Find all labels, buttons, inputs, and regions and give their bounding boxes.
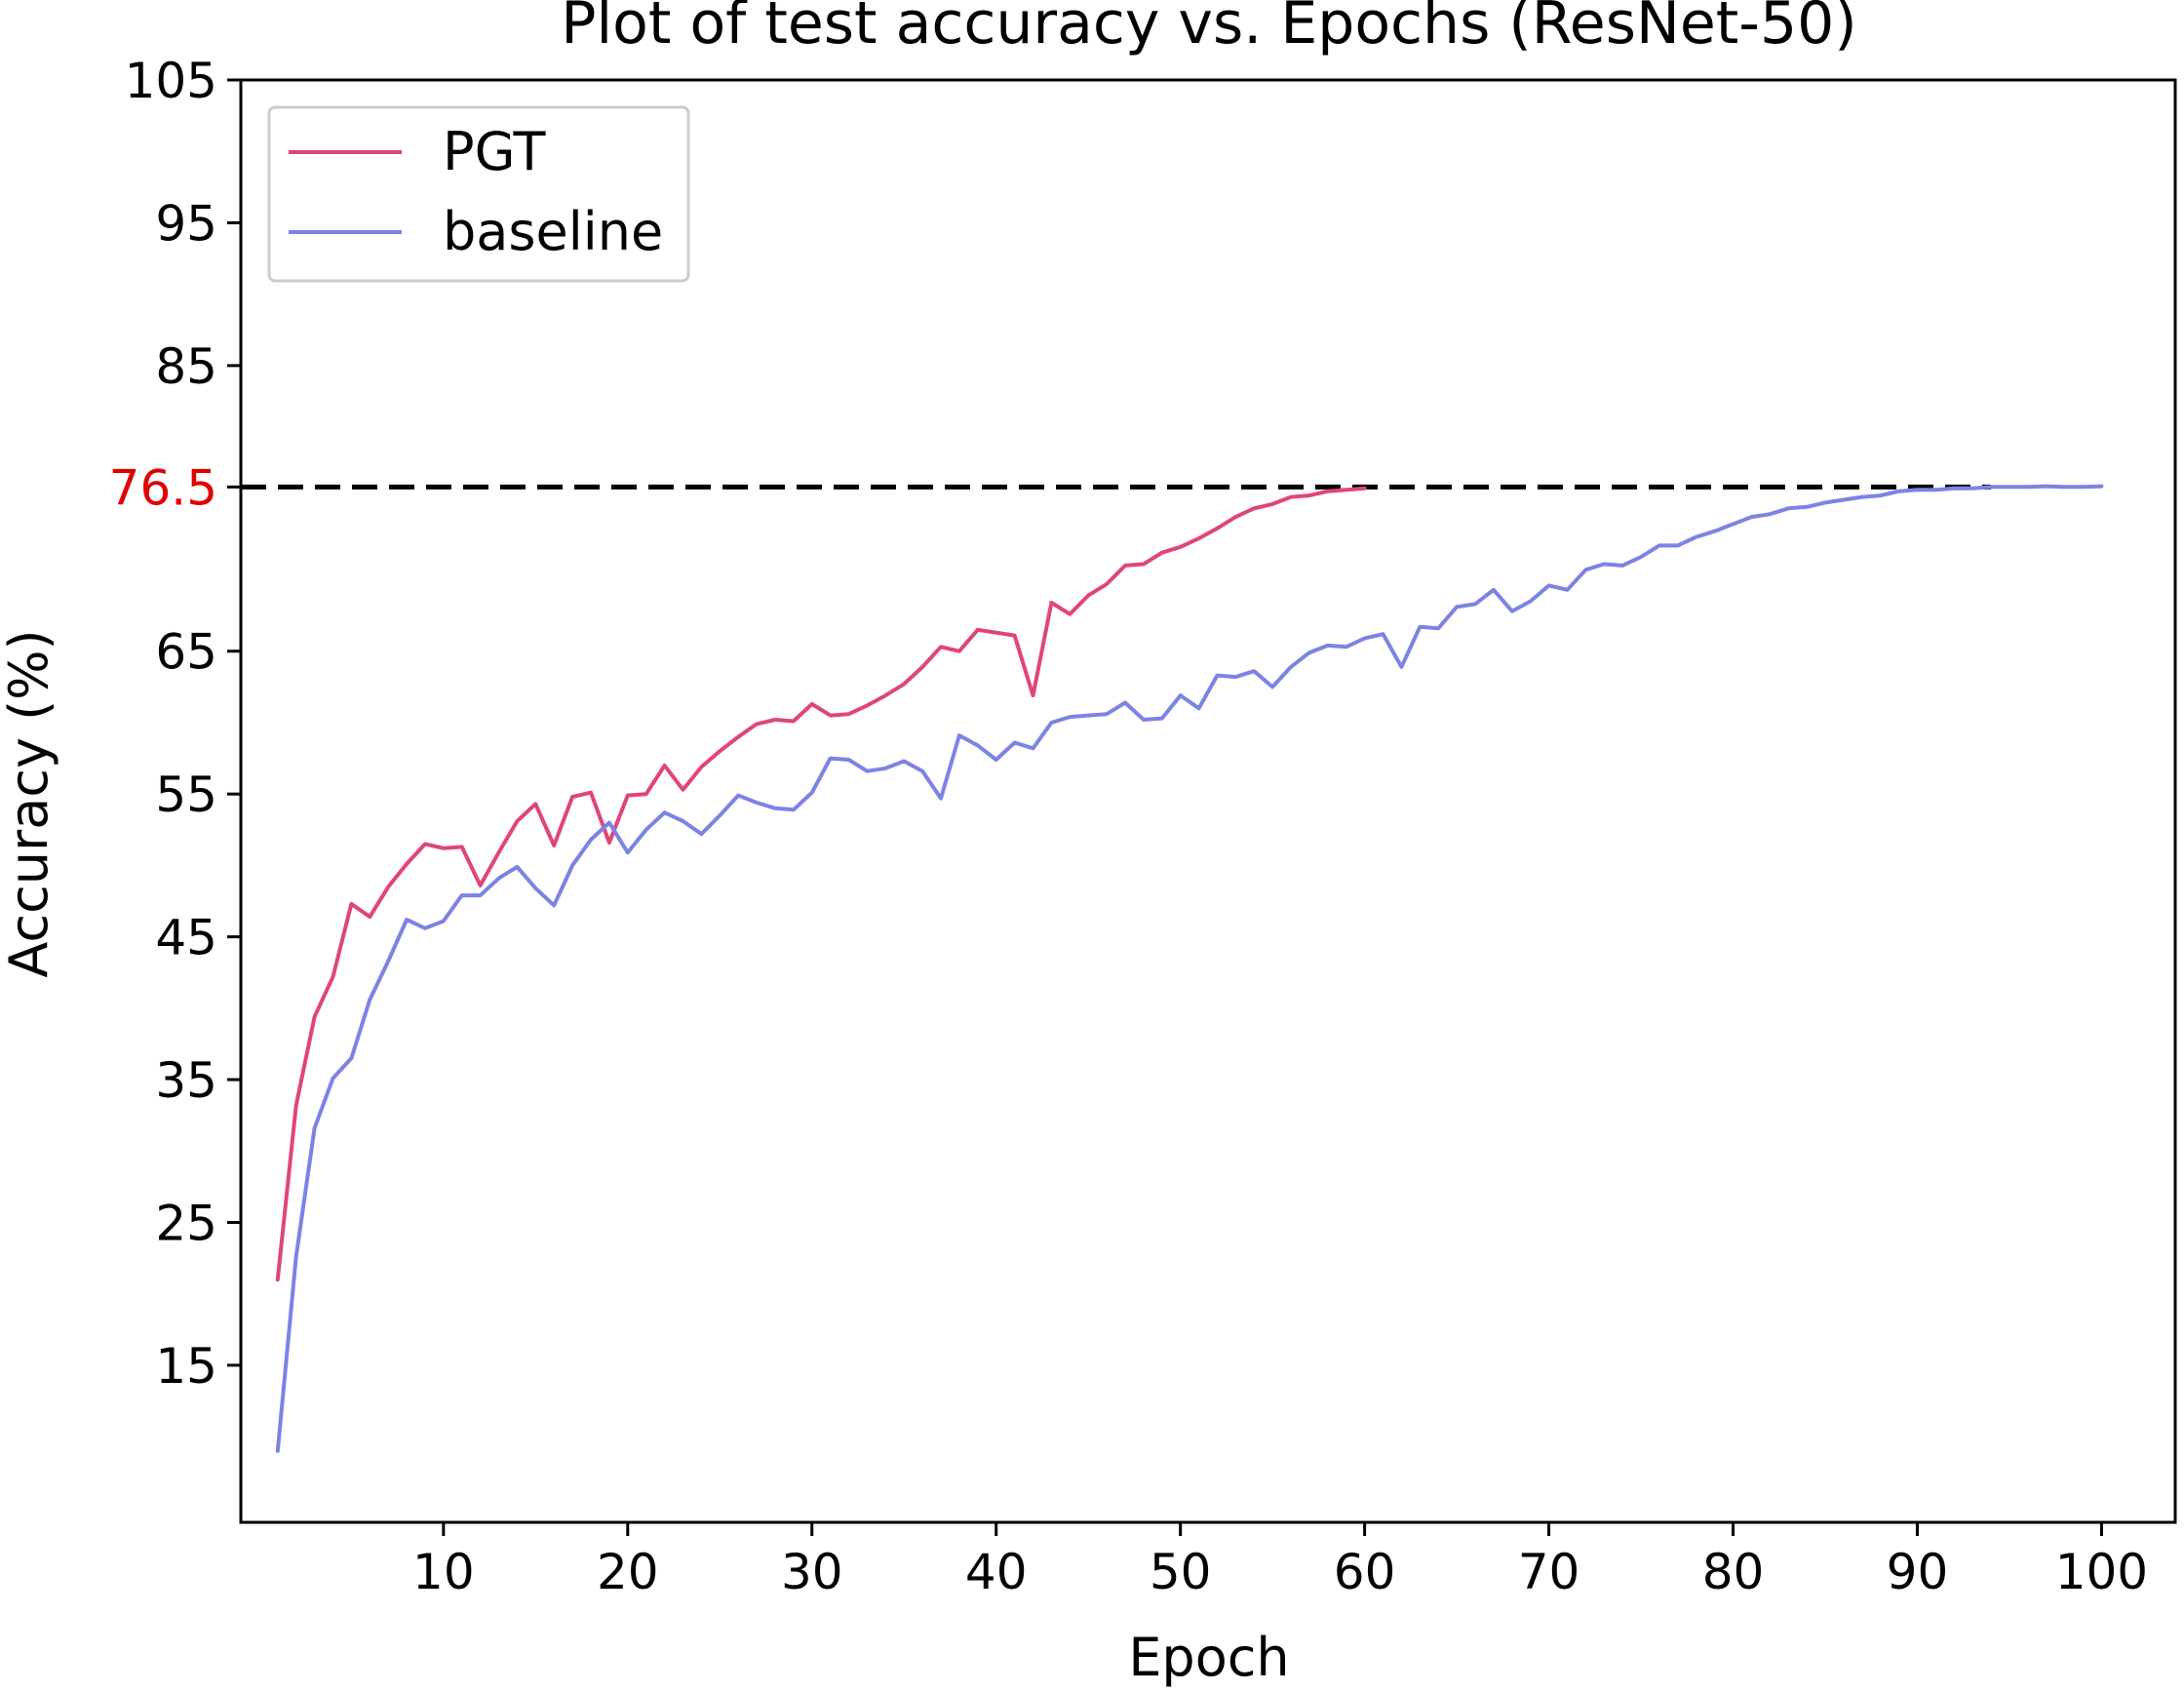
y-tick-label: 35 — [155, 1052, 217, 1109]
y-tick-label: 85 — [155, 338, 217, 395]
x-tick-label: 80 — [1702, 1544, 1765, 1600]
series-line-baseline — [275, 484, 2104, 1453]
plot-area — [241, 484, 2104, 1453]
y-tick-label: 65 — [155, 624, 217, 681]
y-axis-title: Accuracy (%) — [0, 629, 59, 977]
x-tick-label: 40 — [965, 1544, 1028, 1600]
x-tick-label: 100 — [2055, 1544, 2148, 1600]
x-tick-label: 90 — [1887, 1544, 1949, 1600]
x-tick-label: 60 — [1334, 1544, 1396, 1600]
y-tick-label: 105 — [125, 53, 217, 109]
x-tick-label: 50 — [1150, 1544, 1212, 1600]
axis-ticks: 10 20 30 40 50 60 70 80 90 100 15 25 35 45 55 65 85 95 105… — [109, 53, 2148, 1600]
chart-title: Plot of test accuracy vs. Epochs (ResNet… — [561, 0, 1856, 58]
x-axis-title: Epoch — [1128, 1627, 1289, 1688]
y-tick-label: 95 — [155, 195, 217, 252]
legend-label-pgt: PGT — [443, 121, 546, 182]
y-tick-label: 25 — [155, 1195, 217, 1251]
legend: PGT baseline — [267, 105, 690, 283]
x-tick-label: 10 — [412, 1544, 475, 1600]
legend-label-baseline: baseline — [443, 201, 663, 262]
series-line-pgt — [275, 486, 1367, 1282]
y-tick-label: 15 — [155, 1338, 217, 1395]
x-tick-label: 20 — [597, 1544, 659, 1600]
y-tick-label: 45 — [155, 910, 217, 966]
x-tick-label: 70 — [1518, 1544, 1580, 1600]
y-tick-label: 55 — [155, 767, 217, 823]
y-tick-label-highlight: 76.5 — [109, 459, 217, 516]
plot-frame — [239, 78, 2177, 1524]
x-tick-label: 30 — [781, 1544, 843, 1600]
